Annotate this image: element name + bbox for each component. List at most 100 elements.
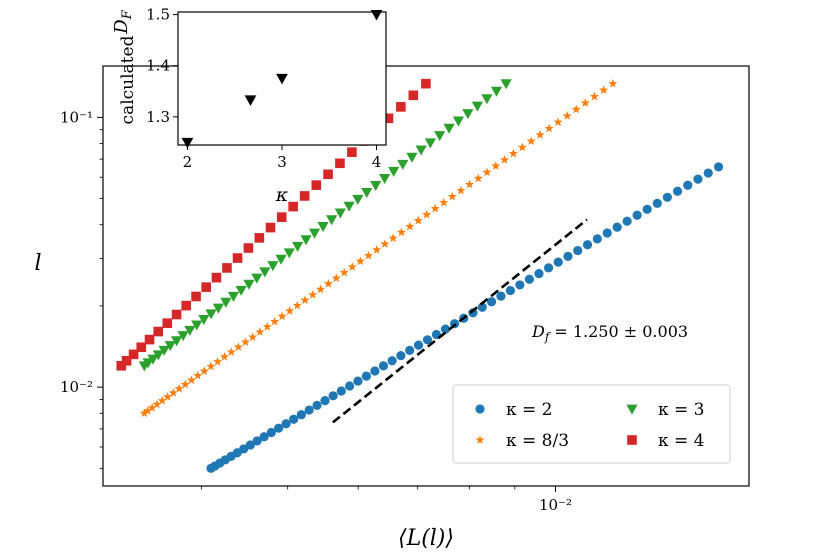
data-point: [452, 116, 465, 127]
data-point: [162, 318, 173, 328]
data-point: [343, 201, 355, 212]
data-point: [212, 303, 224, 314]
x-axis-title: ⟨L(l)⟩: [398, 526, 454, 551]
data-point: [439, 197, 449, 207]
data-point: [388, 233, 398, 243]
inset-x-tick-label: 3: [277, 153, 287, 171]
data-point: [535, 130, 545, 139]
legend-marker: [475, 404, 485, 414]
data-point: [152, 350, 164, 361]
data-point: [632, 210, 642, 220]
data-point: [317, 222, 329, 233]
data-point: [462, 109, 474, 120]
data-point: [152, 399, 162, 409]
data-point: [213, 356, 223, 366]
inset-axis-ticks: 2 3 4 1.3 1.4 1.5: [146, 6, 381, 171]
legend-marker: [627, 435, 637, 445]
data-point: [406, 152, 418, 163]
data-point: [300, 235, 312, 246]
series-4: [116, 78, 431, 371]
data-point: [170, 336, 183, 347]
data-point: [500, 79, 512, 90]
data-point: [181, 300, 192, 311]
data-point: [311, 180, 322, 190]
data-point: [608, 78, 618, 88]
data-point: [652, 198, 662, 208]
data-point: [326, 215, 338, 226]
data-point: [352, 194, 364, 205]
data-point: [308, 290, 318, 299]
data-point: [468, 308, 478, 318]
data-point: [422, 209, 432, 219]
data-point: [422, 335, 433, 345]
data-point: [553, 257, 563, 267]
data-point: [486, 297, 497, 307]
data-point: [147, 403, 157, 412]
data-point: [275, 254, 287, 265]
data-point: [571, 104, 581, 114]
inset-y-title-line2: DF: [111, 9, 135, 34]
data-point: [482, 167, 492, 177]
series-1: [206, 162, 724, 473]
data-point: [421, 78, 431, 89]
data-point: [259, 432, 269, 442]
data-point: [266, 427, 276, 438]
data-point: [177, 331, 189, 342]
legend-label: κ = 8/3: [506, 431, 569, 451]
data-point: [251, 273, 263, 284]
data-point: [543, 263, 554, 273]
inset-y-title-line1: calculated: [118, 35, 138, 124]
inset-x-tick-label: 2: [183, 153, 193, 171]
data-point: [226, 347, 236, 356]
data-point: [277, 311, 287, 321]
data-point: [312, 400, 322, 410]
data-point: [245, 440, 255, 450]
legend-frame: [452, 384, 731, 464]
data-point: [191, 320, 203, 331]
data-point: [434, 131, 446, 142]
data-point: [180, 379, 190, 389]
data-point: [128, 349, 139, 360]
data-point: [315, 284, 326, 294]
data-point: [171, 309, 182, 320]
data-point: [289, 414, 299, 424]
data-point: [186, 375, 197, 384]
data-point: [534, 268, 544, 279]
data-point: [508, 148, 518, 158]
data-point: [622, 216, 632, 226]
data-point: [481, 94, 493, 105]
data-point: [147, 354, 159, 365]
data-point: [299, 191, 310, 201]
data-point: [693, 174, 703, 184]
data-point: [320, 396, 330, 406]
data-point: [116, 360, 127, 371]
data-point: [243, 279, 255, 290]
inset-y-tick-label: 1.3: [146, 108, 170, 126]
data-point: [370, 366, 380, 376]
data-point: [447, 191, 457, 201]
data-point: [274, 423, 284, 433]
series-3: [138, 79, 512, 372]
data-point: [355, 256, 365, 266]
data-point: [430, 203, 440, 213]
data-point: [331, 273, 341, 283]
data-point: [563, 251, 573, 261]
data-point: [248, 332, 258, 341]
data-point: [396, 102, 406, 112]
data-point: [370, 180, 382, 191]
data-point: [415, 145, 427, 156]
inset-data-point: [244, 95, 257, 106]
data-point: [344, 381, 355, 391]
legend-item-3: κ = 3: [626, 400, 705, 420]
inset-x-axis-title: κ: [275, 184, 289, 206]
inset-data-point: [181, 137, 194, 149]
data-point: [292, 300, 302, 310]
data-point: [456, 185, 466, 195]
inset-data-layer: [181, 9, 383, 149]
data-point: [121, 355, 132, 366]
data-point: [205, 309, 217, 320]
inset-data-point: [276, 73, 288, 85]
data-point: [397, 159, 409, 170]
data-point: [599, 85, 609, 95]
